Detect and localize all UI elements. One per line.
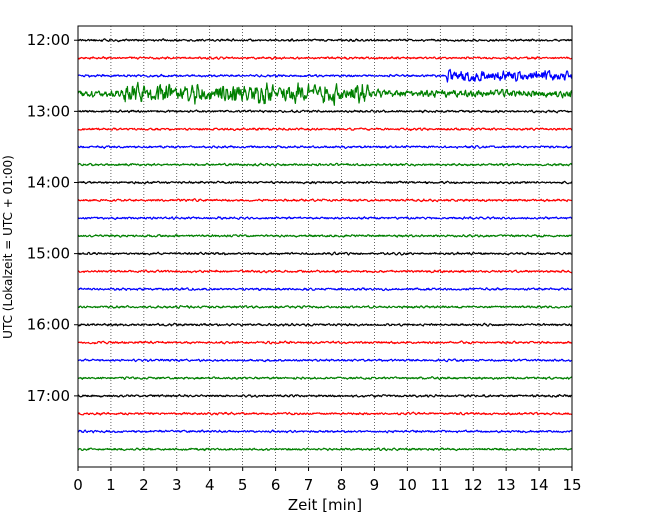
x-tick-label: 14 [530, 476, 549, 494]
trace-1245 [77, 81, 573, 106]
y-tick-label: 12:00 [27, 31, 70, 49]
x-tick-label: 13 [497, 476, 516, 494]
y-tick-label: 17:00 [27, 387, 70, 405]
trace-1445 [77, 233, 573, 238]
trace-1745 [77, 447, 573, 452]
y-axis-label: UTC (Lokalzeit = UTC + 01:00) [1, 155, 15, 339]
trace-1400 [77, 180, 573, 185]
trace-1530 [77, 287, 573, 292]
trace-1545 [77, 304, 573, 309]
x-tick-label: 12 [464, 476, 483, 494]
trace-1615 [77, 340, 573, 345]
x-tick-label: 0 [73, 476, 83, 494]
trace-1415 [77, 198, 573, 203]
trace-1730 [77, 429, 573, 434]
trace-1645 [77, 376, 573, 381]
x-tick-label: 11 [431, 476, 450, 494]
trace-1300 [77, 109, 573, 114]
axis-ticks: 0 1 2 3 4 5 6 7 8 9 10 11 12 13 14 1512:0013:0014:0015:… [27, 31, 582, 494]
trace-1315 [77, 127, 573, 132]
trace-1515 [77, 269, 573, 274]
trace-1600 [77, 322, 573, 327]
x-tick-label: 9 [370, 476, 380, 494]
trace-1630 [77, 358, 573, 363]
x-tick-label: 5 [238, 476, 248, 494]
trace-1215 [77, 56, 573, 60]
x-tick-label: 3 [172, 476, 182, 494]
x-tick-label: 4 [205, 476, 215, 494]
y-tick-label: 16:00 [27, 316, 70, 334]
x-tick-label: 1 [106, 476, 116, 494]
x-axis-label: Zeit [min] [288, 496, 362, 514]
y-tick-label: 13:00 [27, 102, 70, 120]
x-tick-label: 2 [139, 476, 149, 494]
trace-lines [77, 38, 573, 452]
trace-1330 [77, 144, 573, 149]
x-tick-label: 10 [398, 476, 417, 494]
plot-frame [77, 25, 573, 468]
x-tick-label: 6 [271, 476, 281, 494]
trace-1700 [77, 393, 573, 398]
trace-1345 [77, 162, 573, 167]
trace-1230 [77, 68, 573, 83]
trace-1430 [77, 216, 573, 221]
trace-1500 [77, 251, 573, 256]
y-tick-label: 14:00 [27, 173, 70, 191]
trace-1715 [77, 411, 573, 416]
y-tick-label: 15:00 [27, 245, 70, 263]
x-tick-label: 15 [562, 476, 581, 494]
x-tick-label: 7 [304, 476, 314, 494]
trace-1200 [77, 38, 573, 43]
x-tick-label: 8 [337, 476, 347, 494]
